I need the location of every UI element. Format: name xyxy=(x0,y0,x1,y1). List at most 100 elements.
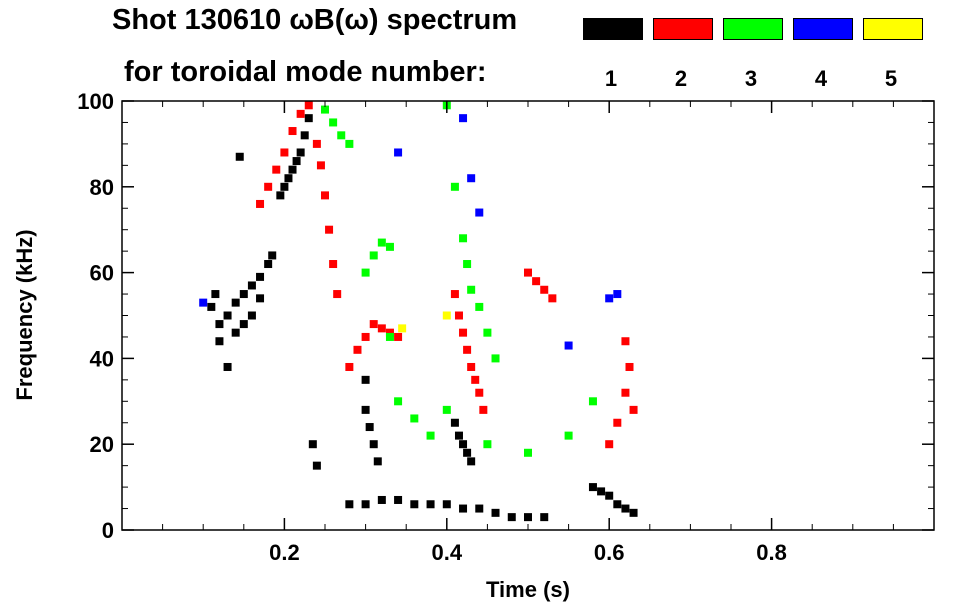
data-point-mode-1 xyxy=(247,311,256,320)
y-tick-label: 60 xyxy=(90,261,114,286)
data-point-mode-4 xyxy=(564,341,573,350)
data-point-mode-2 xyxy=(621,337,630,346)
data-point-mode-2 xyxy=(296,109,305,118)
data-point-mode-1 xyxy=(300,131,309,140)
legend-swatch-mode-1 xyxy=(583,18,643,40)
data-point-mode-1 xyxy=(491,508,500,517)
data-point-mode-4 xyxy=(394,148,403,157)
data-point-mode-2 xyxy=(256,199,265,208)
data-point-mode-2 xyxy=(321,191,329,200)
data-point-mode-1 xyxy=(467,457,476,466)
chart-subtitle: for toroidal mode number: xyxy=(124,56,487,88)
y-tick-label: 0 xyxy=(102,518,114,543)
data-point-mode-1 xyxy=(524,513,532,522)
data-point-mode-1 xyxy=(223,362,232,371)
data-point-mode-1 xyxy=(459,440,468,449)
data-point-mode-1 xyxy=(264,260,273,269)
data-point-mode-1 xyxy=(540,513,549,522)
x-tick-label: 0.6 xyxy=(594,540,625,565)
data-point-mode-3 xyxy=(321,105,329,114)
data-marks xyxy=(199,101,638,522)
data-point-mode-3 xyxy=(337,131,346,140)
data-point-mode-1 xyxy=(361,500,370,509)
data-point-mode-1 xyxy=(507,513,516,522)
data-point-mode-1 xyxy=(605,491,614,500)
data-point-mode-3 xyxy=(588,397,597,406)
data-point-mode-3 xyxy=(463,260,472,269)
y-axis-label: Frequency (kHz) xyxy=(12,229,37,400)
x-axis-label: Time (s) xyxy=(486,577,570,602)
data-point-mode-1 xyxy=(426,500,435,509)
data-point-mode-3 xyxy=(394,397,403,406)
data-point-mode-1 xyxy=(463,448,472,457)
data-point-mode-1 xyxy=(235,152,244,161)
data-point-mode-2 xyxy=(532,277,541,286)
data-point-mode-1 xyxy=(231,328,240,337)
legend-mode-number: 4 xyxy=(814,66,828,91)
data-point-mode-1 xyxy=(459,504,468,513)
data-point-mode-3 xyxy=(369,251,378,260)
data-point-mode-2 xyxy=(369,320,378,329)
data-point-mode-3 xyxy=(450,182,459,191)
data-point-mode-2 xyxy=(264,182,273,191)
data-point-mode-3 xyxy=(483,328,492,337)
data-point-mode-3 xyxy=(385,242,394,251)
data-point-mode-2 xyxy=(325,225,334,234)
data-point-mode-2 xyxy=(629,405,638,414)
y-tick-label: 40 xyxy=(90,346,114,371)
y-tick-label: 100 xyxy=(77,89,114,114)
data-point-mode-1 xyxy=(613,500,622,509)
data-point-mode-2 xyxy=(625,362,634,371)
data-point-mode-3 xyxy=(491,354,500,363)
data-point-mode-3 xyxy=(377,238,386,247)
data-point-mode-2 xyxy=(479,405,488,414)
data-point-mode-1 xyxy=(207,302,216,311)
data-point-mode-3 xyxy=(385,332,394,341)
data-point-mode-1 xyxy=(280,182,289,191)
plot-frame xyxy=(121,100,935,531)
y-tick-label: 80 xyxy=(90,175,114,200)
data-point-mode-2 xyxy=(288,127,297,136)
data-point-mode-2 xyxy=(540,285,549,294)
data-point-mode-2 xyxy=(361,332,370,341)
data-point-mode-2 xyxy=(467,362,476,371)
x-tick-label: 0.8 xyxy=(756,540,787,565)
data-point-mode-2 xyxy=(272,165,281,174)
data-point-mode-2 xyxy=(280,148,289,157)
data-point-mode-1 xyxy=(475,504,484,513)
data-point-mode-1 xyxy=(442,500,451,509)
data-point-mode-1 xyxy=(450,418,459,427)
data-point-mode-4 xyxy=(613,290,622,299)
data-point-mode-2 xyxy=(613,418,622,427)
data-point-mode-1 xyxy=(239,290,248,299)
data-point-mode-2 xyxy=(329,260,338,269)
data-point-mode-1 xyxy=(394,495,403,504)
data-point-mode-2 xyxy=(548,294,557,303)
x-tick-label: 0.2 xyxy=(269,540,300,565)
data-point-mode-2 xyxy=(345,362,354,371)
data-point-mode-3 xyxy=(426,431,435,440)
data-point-mode-1 xyxy=(410,500,419,509)
data-point-mode-1 xyxy=(215,320,224,329)
data-point-mode-3 xyxy=(524,448,532,457)
data-point-mode-2 xyxy=(316,161,325,170)
data-point-mode-1 xyxy=(211,290,220,299)
data-point-mode-3 xyxy=(564,431,573,440)
legend-mode-number: 3 xyxy=(744,66,758,91)
legend-mode-number: 5 xyxy=(884,66,898,91)
data-point-mode-1 xyxy=(231,298,240,307)
data-point-mode-1 xyxy=(369,440,378,449)
data-point-mode-2 xyxy=(312,139,321,148)
data-point-mode-3 xyxy=(483,440,492,449)
data-point-mode-1 xyxy=(597,487,606,496)
data-point-mode-4 xyxy=(605,294,614,303)
data-point-mode-2 xyxy=(333,290,342,299)
data-point-mode-1 xyxy=(284,174,293,183)
data-point-mode-3 xyxy=(410,414,419,423)
data-point-mode-3 xyxy=(442,405,451,414)
data-point-mode-5 xyxy=(442,311,451,320)
data-point-mode-2 xyxy=(463,345,472,354)
data-point-mode-1 xyxy=(256,272,265,281)
data-point-mode-1 xyxy=(304,114,313,123)
